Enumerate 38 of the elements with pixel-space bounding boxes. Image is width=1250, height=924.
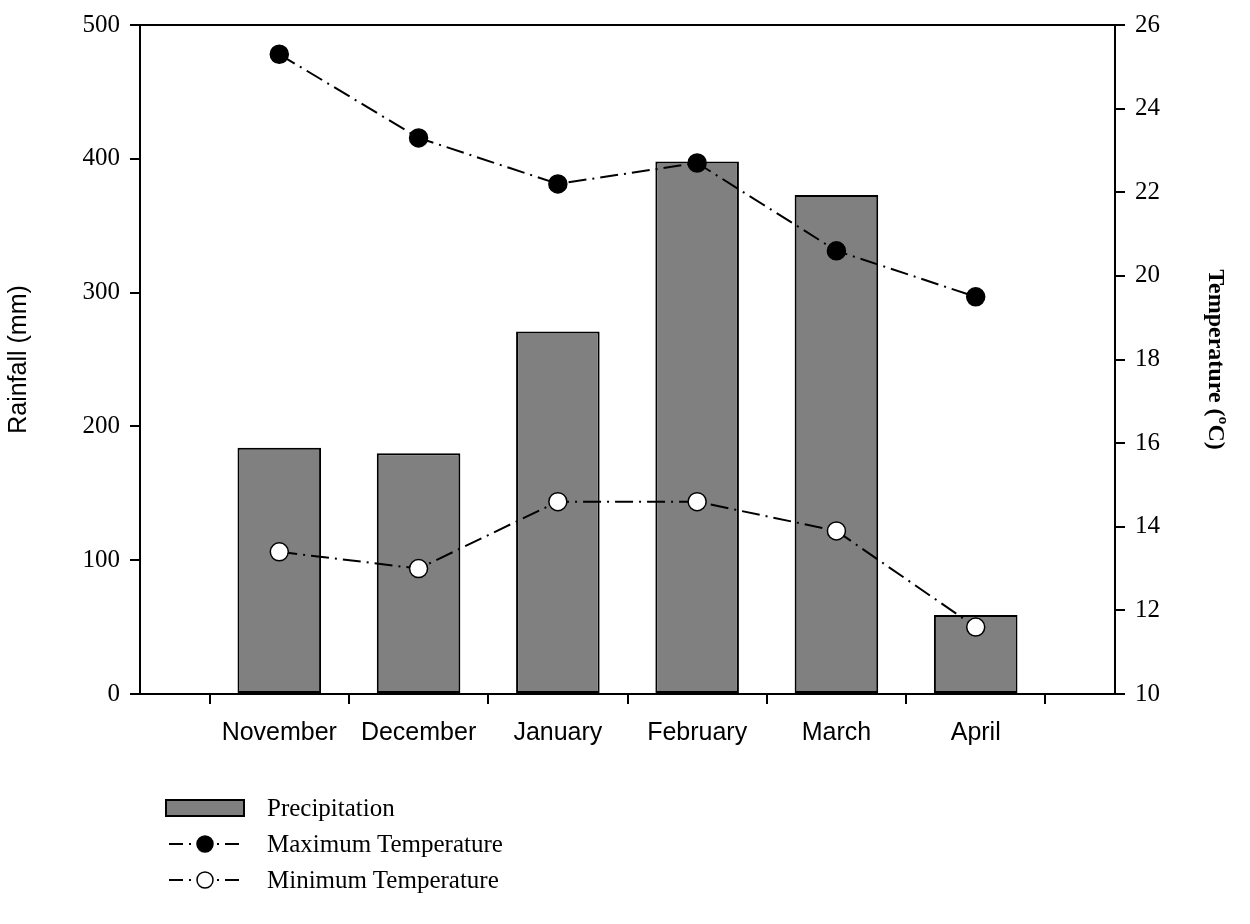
y2-tick-label: 16 [1135, 427, 1160, 455]
x-tick-label: December [360, 716, 477, 745]
point [269, 542, 290, 562]
y2-tick-label: 20 [1135, 260, 1160, 288]
point [687, 153, 707, 173]
x-tick-label: February [647, 716, 748, 745]
legend-label: Minimum Temperature [267, 866, 499, 894]
legend-label: Maximum Temperature [267, 830, 503, 858]
y-tick-label: 500 [82, 9, 120, 37]
y2-tick-label: 26 [1135, 9, 1160, 37]
point [269, 44, 290, 65]
y-tick-label: 200 [82, 410, 120, 438]
x-tick-label: April [950, 716, 1001, 745]
y2-tick-label: 14 [1135, 511, 1161, 539]
y-tick-label: 400 [82, 143, 120, 171]
y-tick-label: 0 [107, 678, 120, 706]
point [548, 491, 568, 512]
point [687, 491, 707, 512]
point [965, 617, 986, 637]
point [408, 128, 429, 148]
y-tick-label: 300 [82, 277, 120, 305]
x-tick-label: November [221, 716, 337, 745]
y2-tick-label: 24 [1135, 93, 1161, 121]
y2-tick-label: 18 [1135, 344, 1160, 372]
y2-axis-title: Temperature (ºC) [1204, 269, 1231, 450]
point [548, 174, 568, 194]
legend-label: Precipitation [267, 794, 395, 822]
point [826, 521, 847, 541]
point [965, 287, 986, 307]
y-axis-title: Rainfall (mm) [2, 285, 31, 434]
x-tick-label: March [801, 716, 872, 745]
point [408, 558, 429, 579]
y2-tick-label: 22 [1135, 176, 1160, 204]
y-tick-label: 100 [82, 544, 120, 572]
y2-tick-label: 12 [1135, 594, 1160, 622]
y2-tick-label: 10 [1135, 678, 1160, 706]
point [826, 241, 847, 261]
x-tick-label: January [513, 716, 603, 745]
